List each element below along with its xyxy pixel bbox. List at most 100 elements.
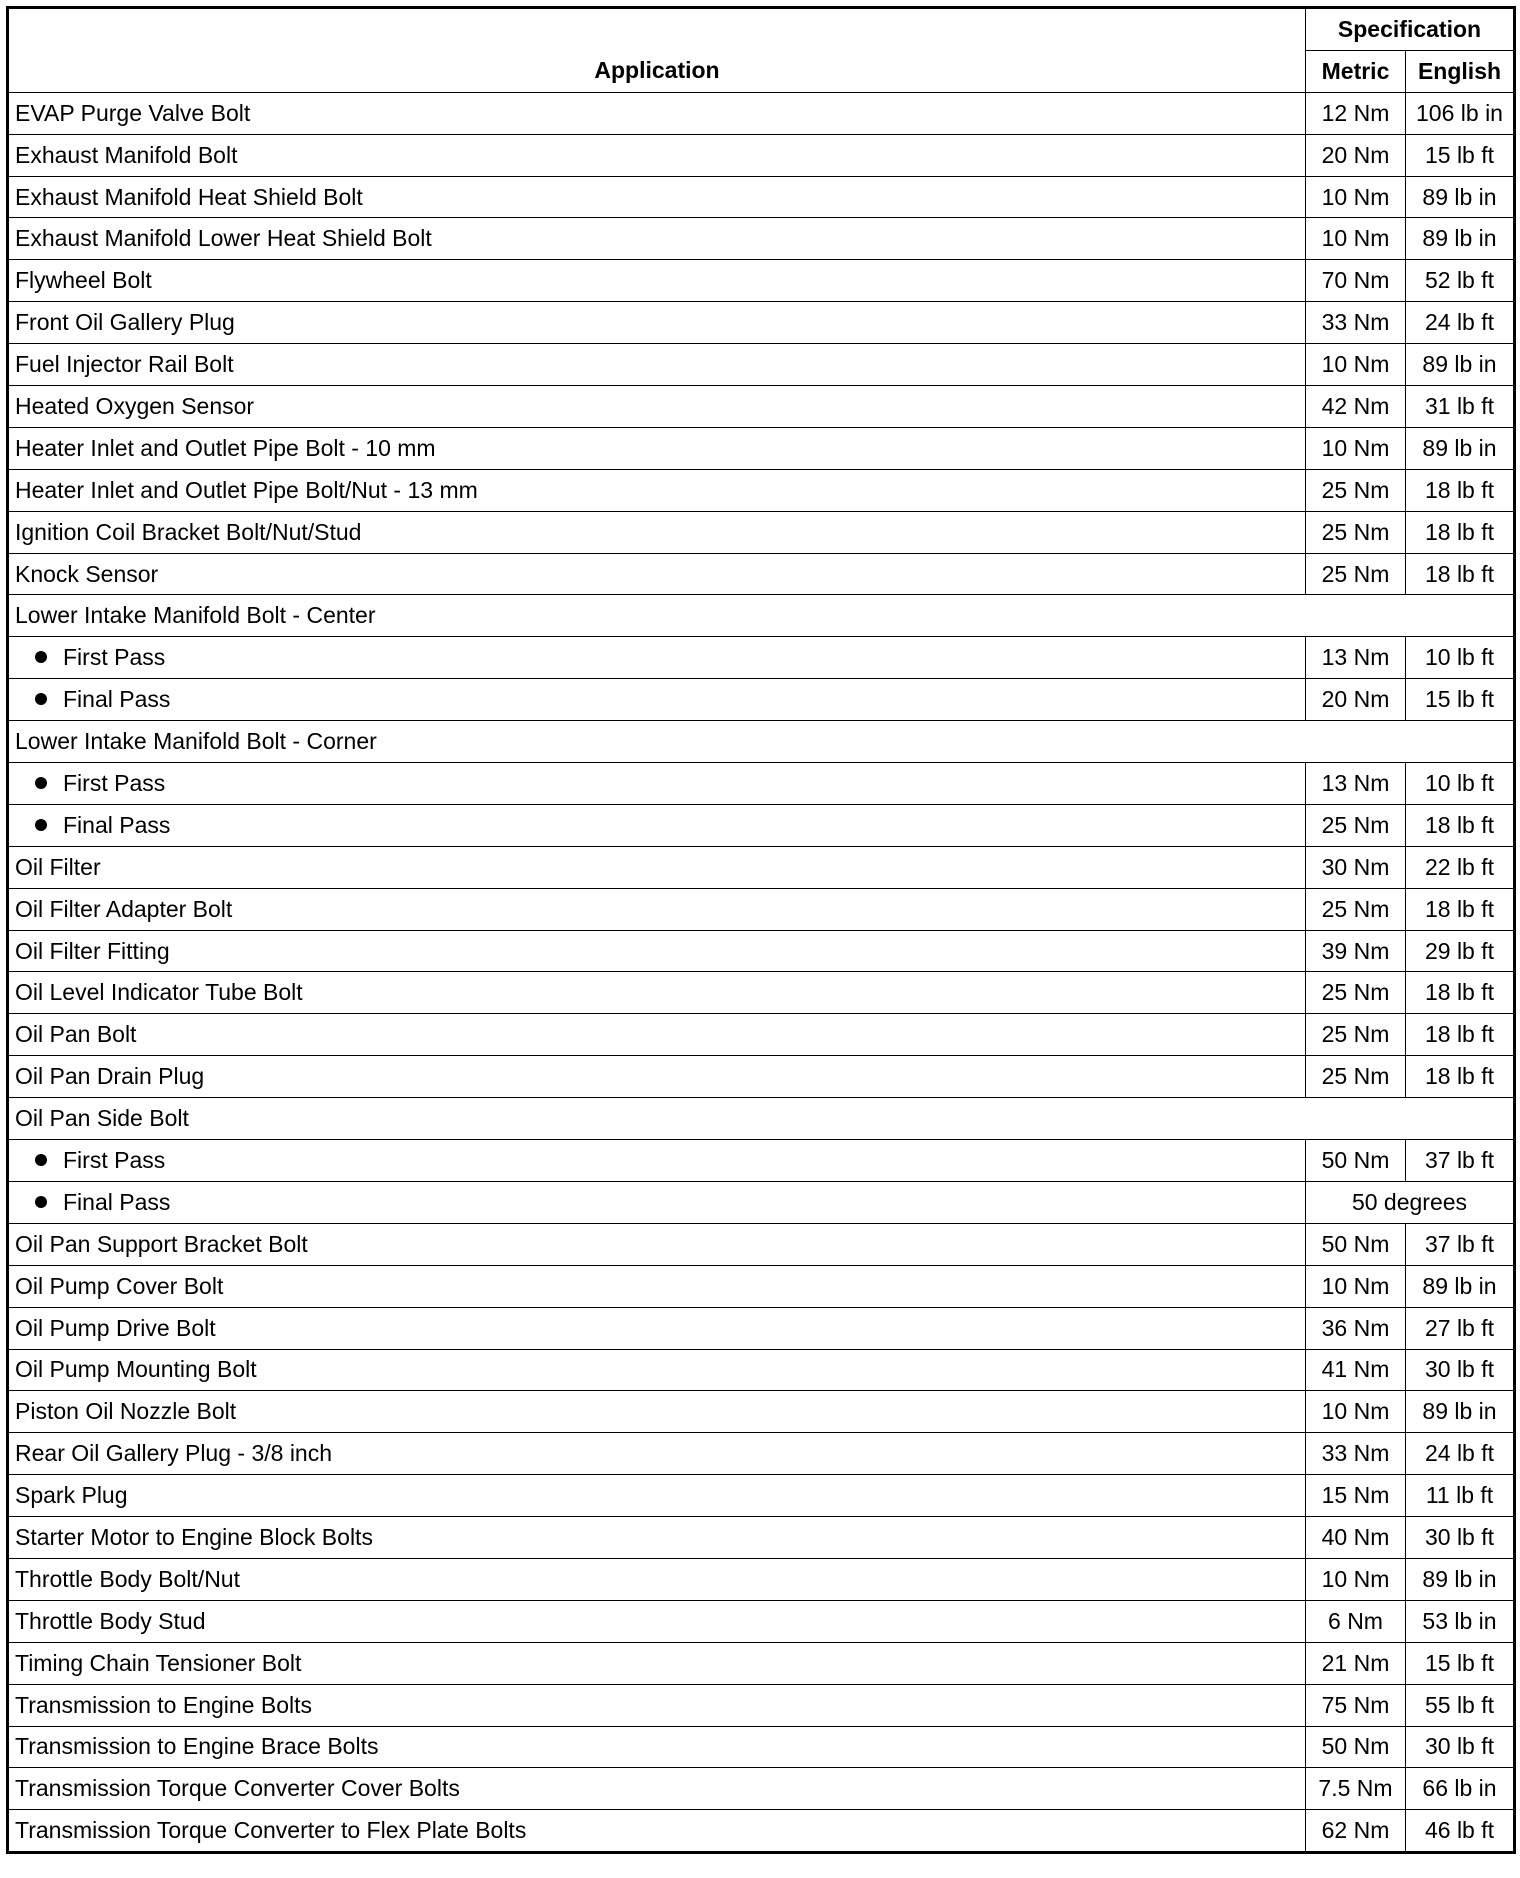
application-text: Knock Sensor <box>15 560 159 587</box>
application-cell: Lower Intake Manifold Bolt - Center <box>7 594 1306 638</box>
application-text: Final Pass <box>63 811 171 838</box>
table-row: Oil Pan Bolt 25 Nm 18 lb ft <box>7 1013 1515 1057</box>
bullet-icon <box>35 1153 47 1166</box>
application-cell: First Pass <box>7 762 1306 805</box>
application-cell: Final Pass <box>7 678 1306 722</box>
application-header: Application <box>7 7 1306 93</box>
application-text: Exhaust Manifold Lower Heat Shield Bolt <box>15 225 432 252</box>
metric-cell: 13 Nm <box>1305 636 1406 680</box>
metric-cell: 10 Nm <box>1305 426 1406 470</box>
english-cell: 18 lb ft <box>1405 887 1515 931</box>
metric-cell: 12 Nm <box>1305 91 1406 135</box>
metric-cell: 50 Nm <box>1305 1725 1406 1769</box>
application-cell: Heater Inlet and Outlet Pipe Bolt/Nut - … <box>7 468 1306 512</box>
application-cell: Front Oil Gallery Plug <box>7 301 1306 345</box>
english-cell: 66 lb in <box>1405 1767 1515 1811</box>
application-text: Oil Pan Drain Plug <box>15 1063 205 1090</box>
english-cell: 11 lb ft <box>1405 1474 1515 1518</box>
metric-header: Metric <box>1305 49 1406 93</box>
application-text: Transmission to Engine Brace Bolts <box>15 1733 379 1760</box>
metric-cell: 10 Nm <box>1305 343 1406 387</box>
metric-cell: 20 Nm <box>1305 133 1406 177</box>
table-row: Oil Pump Drive Bolt 36 Nm 27 lb ft <box>7 1306 1515 1350</box>
metric-cell: 20 Nm <box>1305 678 1406 722</box>
table-row: Transmission Torque Converter Cover Bolt… <box>7 1767 1515 1811</box>
application-cell: Throttle Body Stud <box>7 1599 1306 1643</box>
application-cell: Oil Pan Bolt <box>7 1013 1306 1057</box>
english-cell: 89 lb in <box>1405 1557 1515 1601</box>
table-row: Oil Pan Support Bracket Bolt 50 Nm 37 lb f… <box>7 1222 1515 1266</box>
metric-cell: 10 Nm <box>1305 175 1406 219</box>
table-row: Heater Inlet and Outlet Pipe Bolt/Nut - … <box>7 468 1515 512</box>
metric-cell: 50 Nm <box>1305 1139 1406 1182</box>
metric-cell: 41 Nm <box>1305 1348 1406 1392</box>
application-cell: Oil Filter Fitting <box>7 929 1306 973</box>
english-cell: 18 lb ft <box>1405 510 1515 554</box>
table-row: Flywheel Bolt 70 Nm 52 lb ft <box>7 259 1515 303</box>
application-cell: Throttle Body Bolt/Nut <box>7 1557 1306 1601</box>
application-text: Exhaust Manifold Heat Shield Bolt <box>15 183 363 210</box>
application-cell: Lower Intake Manifold Bolt - Corner <box>7 720 1306 764</box>
bullet-icon <box>35 651 47 664</box>
application-cell: Heated Oxygen Sensor <box>7 385 1306 428</box>
application-text: Heater Inlet and Outlet Pipe Bolt/Nut - … <box>15 476 478 503</box>
application-text: Exhaust Manifold Bolt <box>15 141 238 168</box>
application-text: First Pass <box>63 644 166 671</box>
table-row: Front Oil Gallery Plug 33 Nm 24 lb ft <box>7 301 1515 345</box>
english-cell: 18 lb ft <box>1405 552 1515 596</box>
application-text: Heated Oxygen Sensor <box>15 392 255 419</box>
group-row: Lower Intake Manifold Bolt - Corner <box>7 720 1515 764</box>
application-cell: Fuel Injector Rail Bolt <box>7 343 1306 387</box>
metric-cell: 25 Nm <box>1305 552 1406 596</box>
application-cell: Final Pass <box>7 803 1306 847</box>
table-row: EVAP Purge Valve Bolt 12 Nm 106 lb in <box>7 91 1515 135</box>
application-cell: Ignition Coil Bracket Bolt/Nut/Stud <box>7 510 1306 554</box>
application-text: Final Pass <box>63 686 171 713</box>
table-row: Starter Motor to Engine Block Bolts 40 Nm… <box>7 1516 1515 1559</box>
english-cell: 10 lb ft <box>1405 636 1515 680</box>
metric-cell: 33 Nm <box>1305 301 1406 345</box>
table-row: Transmission to Engine Bolts 75 Nm 55 lb f… <box>7 1683 1515 1727</box>
application-cell: Oil Filter <box>7 845 1306 889</box>
english-cell: 24 lb ft <box>1405 1432 1515 1476</box>
metric-cell: 7.5 Nm <box>1305 1767 1406 1811</box>
metric-cell: 40 Nm <box>1305 1516 1406 1559</box>
table-row: First Pass 13 Nm 10 lb ft <box>7 636 1515 680</box>
application-cell: Knock Sensor <box>7 552 1306 596</box>
table-row: Final Pass 20 Nm 15 lb ft <box>7 678 1515 722</box>
table-row: Transmission Torque Converter to Flex Pl… <box>7 1809 1515 1854</box>
application-text: Oil Filter Fitting <box>15 937 170 964</box>
application-text: Front Oil Gallery Plug <box>15 309 235 336</box>
application-cell: Exhaust Manifold Lower Heat Shield Bolt <box>7 217 1306 261</box>
application-text: Piston Oil Nozzle Bolt <box>15 1398 237 1425</box>
english-header: English <box>1405 49 1515 93</box>
metric-cell: 10 Nm <box>1305 1557 1406 1601</box>
metric-cell: 75 Nm <box>1305 1683 1406 1727</box>
english-cell: 53 lb in <box>1405 1599 1515 1643</box>
bullet-icon <box>35 776 47 789</box>
application-text: Oil Pan Support Bracket Bolt <box>15 1230 308 1257</box>
application-text: Oil Level Indicator Tube Bolt <box>15 979 303 1006</box>
table-row: Piston Oil Nozzle Bolt 10 Nm 89 lb in <box>7 1390 1515 1434</box>
application-cell: Transmission Torque Converter Cover Bolt… <box>7 1767 1306 1811</box>
table-row: Oil Pump Cover Bolt 10 Nm 89 lb in <box>7 1264 1515 1308</box>
metric-cell: 25 Nm <box>1305 1055 1406 1099</box>
header-row-2: Metric English <box>8 49 1515 93</box>
empty-spec-cell <box>1305 1097 1515 1141</box>
application-cell: Final Pass <box>7 1180 1306 1224</box>
group-row: Oil Pan Side Bolt <box>7 1097 1515 1141</box>
metric-cell: 30 Nm <box>1305 845 1406 889</box>
application-text: First Pass <box>63 1146 166 1173</box>
header-row-1: Application Specification <box>7 7 1515 93</box>
english-cell: 30 lb ft <box>1405 1725 1515 1769</box>
english-cell: 37 lb ft <box>1405 1139 1515 1182</box>
english-cell: 31 lb ft <box>1405 385 1515 428</box>
application-text: Oil Filter <box>15 853 101 880</box>
english-cell: 89 lb in <box>1405 1390 1515 1434</box>
metric-cell: 21 Nm <box>1305 1641 1406 1685</box>
english-cell: 37 lb ft <box>1405 1222 1515 1266</box>
application-text: Flywheel Bolt <box>15 267 152 294</box>
english-cell: 22 lb ft <box>1405 845 1515 889</box>
english-cell: 18 lb ft <box>1405 1055 1515 1099</box>
bullet-icon <box>35 818 47 831</box>
